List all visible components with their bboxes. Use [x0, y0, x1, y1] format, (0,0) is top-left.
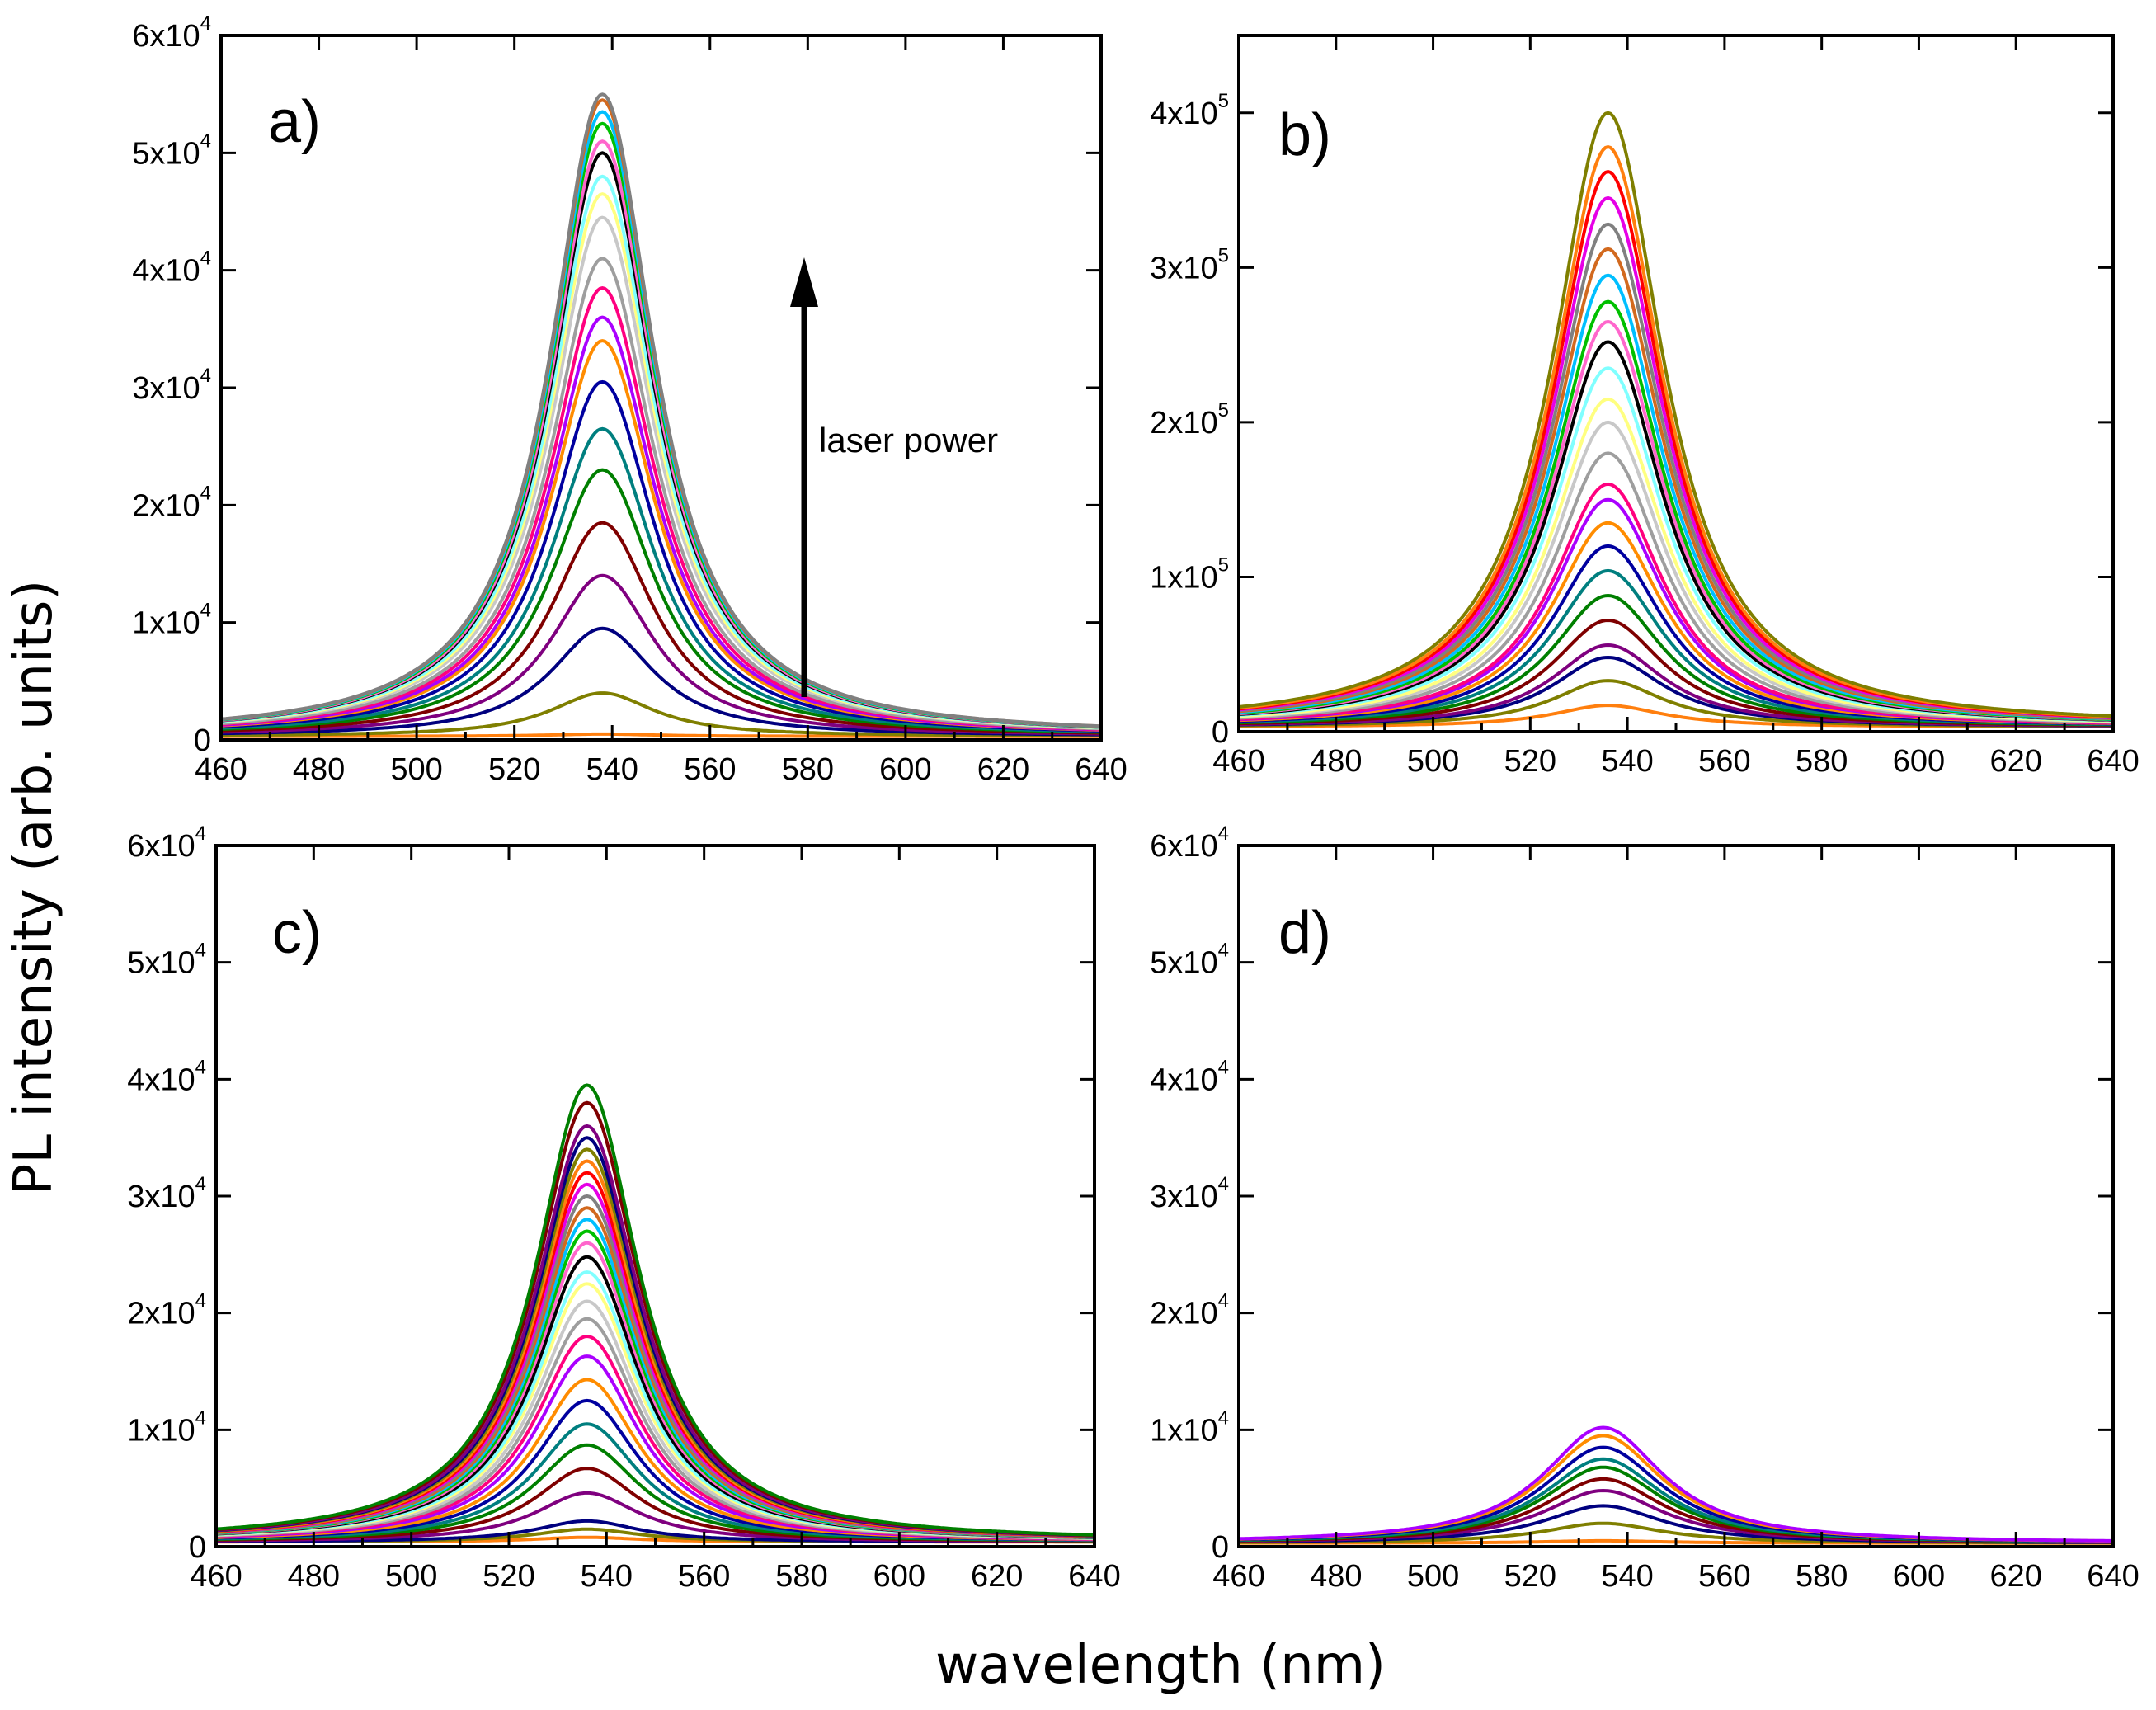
y-tick-label: 2x104 — [127, 1290, 206, 1331]
x-tick-label: 540 — [1601, 744, 1653, 779]
x-tick-label: 480 — [293, 752, 345, 787]
y-tick-label: 1x104 — [1150, 1406, 1229, 1448]
series-line — [1239, 222, 2113, 720]
y-tick-label: 2x105 — [1150, 399, 1229, 440]
y-tick-label: 4x104 — [127, 1056, 206, 1097]
y-tick-label: 2x104 — [1150, 1290, 1229, 1331]
x-tick-label: 580 — [1796, 744, 1848, 779]
annotation-label: laser power — [819, 421, 998, 459]
y-tick-label: 4x105 — [1150, 90, 1229, 131]
series-line — [1239, 195, 2113, 719]
panel-label: d) — [1278, 900, 1331, 966]
x-tick-label: 580 — [782, 752, 834, 787]
series-line — [1239, 111, 2113, 718]
y-tick-label: 4x104 — [1150, 1056, 1229, 1097]
series-line — [1239, 1465, 2113, 1543]
x-tick-label: 600 — [1893, 744, 1945, 779]
y-tick-label: 2x104 — [132, 482, 211, 523]
y-tick-label: 5x104 — [1150, 940, 1229, 981]
x-tick-label: 500 — [390, 752, 442, 787]
x-axis-title: wavelength (nm) — [935, 1635, 1386, 1696]
y-tick-label: 6x104 — [132, 12, 211, 54]
x-tick-label: 480 — [1310, 1559, 1362, 1594]
x-tick-label: 520 — [488, 752, 540, 787]
y-tick-label: 3x104 — [132, 365, 211, 406]
y-tick-label: 1x105 — [1150, 554, 1229, 595]
x-tick-label: 620 — [1990, 744, 2042, 779]
x-tick-label: 620 — [977, 752, 1029, 787]
y-tick-label: 3x104 — [127, 1173, 206, 1214]
series-line — [1239, 145, 2113, 718]
x-tick-label: 460 — [190, 1559, 242, 1594]
x-tick-label: 560 — [678, 1559, 730, 1594]
arrow-up-icon — [790, 257, 818, 307]
y-tick-label: 5x104 — [127, 940, 206, 981]
x-tick-label: 600 — [879, 752, 931, 787]
y-tick-label: 1x104 — [132, 600, 211, 641]
y-tick-label: 4x104 — [132, 247, 211, 289]
panel-label: a) — [268, 89, 321, 155]
x-tick-label: 640 — [1068, 1559, 1120, 1594]
y-tick-label: 5x104 — [132, 130, 211, 171]
series-line — [216, 1100, 1094, 1538]
panel-d: 460 480 500 520 540 560 580 600 620 640 0 1x104 2x10… — [1150, 822, 2139, 1594]
series-line — [221, 92, 1101, 728]
x-tick-label: 540 — [586, 752, 638, 787]
x-tick-label: 480 — [288, 1559, 340, 1594]
series-line — [216, 1083, 1094, 1537]
series-line — [1239, 299, 2113, 722]
y-tick-label: 0 — [189, 1530, 206, 1565]
x-tick-label: 600 — [873, 1559, 925, 1594]
y-tick-label: 3x104 — [1150, 1173, 1229, 1214]
series-group — [216, 1083, 1094, 1544]
x-tick-label: 500 — [385, 1559, 437, 1594]
y-tick-label: 0 — [1212, 1530, 1229, 1565]
x-tick-label: 460 — [195, 752, 247, 787]
x-tick-label: 640 — [2087, 744, 2139, 779]
x-tick-label: 640 — [2087, 1559, 2139, 1594]
x-tick-label: 620 — [1990, 1559, 2042, 1594]
x-tick-label: 560 — [684, 752, 736, 787]
series-line — [1239, 1457, 2113, 1543]
x-tick-label: 460 — [1212, 1559, 1264, 1594]
x-tick-label: 580 — [775, 1559, 827, 1594]
y-axis-title: PL intensity (arb. units) — [3, 580, 64, 1196]
plot-frame — [1237, 844, 2115, 1548]
x-tick-label: 640 — [1075, 752, 1127, 787]
y-tick-label: 6x104 — [127, 822, 206, 864]
x-tick-label: 460 — [1212, 744, 1264, 779]
x-tick-label: 560 — [1698, 1559, 1750, 1594]
x-tick-label: 500 — [1407, 1559, 1459, 1594]
panel-label: c) — [272, 900, 322, 966]
series-line — [1239, 1445, 2113, 1543]
panel-a: 460 480 500 520 540 560 580 600 620 640 0 1x104 2x10… — [132, 12, 1127, 787]
y-tick-label: 3x105 — [1150, 244, 1229, 285]
x-tick-label: 580 — [1796, 1559, 1848, 1594]
panel-label: b) — [1278, 102, 1331, 168]
series-group — [1239, 1425, 2113, 1545]
x-tick-label: 620 — [971, 1559, 1023, 1594]
x-tick-label: 520 — [1504, 744, 1556, 779]
y-tick-label: 1x104 — [127, 1406, 206, 1448]
x-tick-label: 480 — [1310, 744, 1362, 779]
x-tick-label: 500 — [1407, 744, 1459, 779]
series-line — [221, 521, 1101, 735]
x-tick-label: 540 — [1601, 1559, 1653, 1594]
x-tick-label: 520 — [483, 1559, 534, 1594]
x-tick-label: 560 — [1698, 744, 1750, 779]
series-line — [1239, 273, 2113, 721]
series-group — [1239, 111, 2113, 728]
y-tick-label: 0 — [194, 723, 211, 758]
x-tick-label: 600 — [1893, 1559, 1945, 1594]
x-tick-label: 540 — [581, 1559, 633, 1594]
panel-b: 460 480 500 520 540 560 580 600 620 640 0 1x105 2x10… — [1150, 34, 2140, 779]
x-tick-label: 520 — [1504, 1559, 1556, 1594]
series-group — [221, 92, 1101, 738]
y-tick-label: 6x104 — [1150, 822, 1229, 864]
y-tick-label: 0 — [1212, 715, 1229, 750]
panel-c: 460 480 500 520 540 560 580 600 620 640 0 1x104 2x10… — [127, 822, 1120, 1594]
